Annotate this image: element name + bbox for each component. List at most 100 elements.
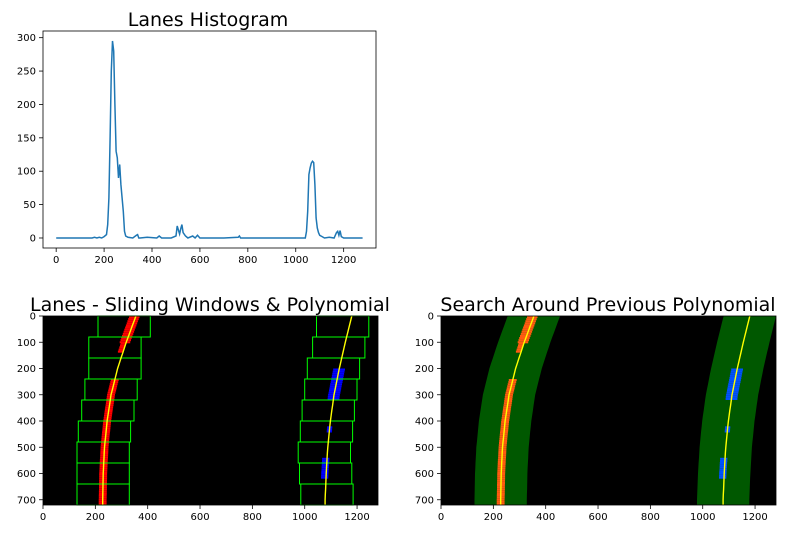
sliding-windows-image: 0 200 400 600 800 1000 1200 0 100 200 300 400 500 600… — [17, 312, 379, 523]
right-lane-pixel — [719, 462, 728, 465]
left-search-band — [474, 316, 561, 505]
histogram-plot-area: 0 200 400 600 800 1000 1200 0 50 100 150 200 250 300 — [17, 30, 377, 266]
right-lane-pixel — [719, 470, 727, 473]
left-lane-pixel — [125, 326, 136, 329]
right-lane-pixel — [719, 468, 727, 471]
right-lane-pixel — [720, 457, 728, 460]
right-lane-pixel — [322, 457, 330, 460]
x-tick-label: 400 — [142, 255, 161, 266]
left-lane-pixel — [527, 316, 538, 319]
right-lane-pixel — [321, 468, 329, 471]
y-tick-label: 200 — [17, 364, 36, 375]
x-tick-label: 600 — [190, 512, 209, 523]
left-lane-pixel — [525, 320, 536, 323]
right-lane-pixel — [719, 476, 727, 479]
left-lane-pixel — [117, 350, 124, 353]
y-tick-label: 0 — [30, 233, 36, 244]
right-lane-pixel — [321, 476, 329, 479]
left-lane-pixel — [125, 324, 137, 327]
left-lane-pixel — [120, 342, 126, 345]
y-tick-label: 300 — [415, 390, 434, 401]
x-tick-label: 400 — [536, 512, 555, 523]
left-lane-pixel — [523, 326, 534, 329]
y-tick-label: 0 — [428, 312, 434, 323]
y-tick-label: 500 — [415, 443, 434, 454]
y-tick-label: 700 — [415, 495, 434, 506]
left-lane-pixel — [516, 348, 522, 351]
right-lane-pixel — [321, 466, 329, 469]
left-lane-pixel — [124, 328, 135, 331]
x-tick-label: 1000 — [690, 512, 715, 523]
histogram-title: Lanes Histogram — [128, 9, 288, 31]
left-lane-pixel — [520, 334, 531, 337]
right-fit-line — [324, 315, 353, 505]
x-tick-label: 200 — [484, 512, 503, 523]
y-tick-label: 250 — [17, 67, 36, 78]
y-tick-label: 100 — [17, 338, 36, 349]
x-tick-label: 0 — [40, 512, 46, 523]
right-lane-pixel — [719, 464, 727, 467]
y-tick-label: 100 — [17, 167, 36, 178]
right-lane-pixel — [321, 470, 329, 473]
search-around-image: 0 200 400 600 800 1000 1200 0 100 200 300 400 500 600… — [415, 312, 777, 523]
left-lane-pixel — [120, 344, 126, 347]
y-tick-label: 200 — [415, 364, 434, 375]
left-lane-pixel — [515, 350, 522, 353]
y-tick-label: 0 — [30, 312, 36, 323]
left-lane-pixel — [121, 337, 132, 340]
image-frame — [440, 315, 777, 506]
x-tick-label: 1200 — [742, 512, 767, 523]
y-tick-label: 400 — [17, 417, 36, 428]
x-tick-label: 600 — [190, 255, 209, 266]
left-lane-pixel — [120, 339, 131, 342]
left-lane-pixel — [517, 341, 529, 344]
histogram-frame — [42, 30, 377, 249]
y-tick-label: 50 — [23, 200, 36, 211]
x-tick-label: 0 — [53, 255, 59, 266]
left-lane-pixel — [521, 330, 533, 333]
left-lane-pixel — [524, 322, 536, 325]
y-tick-label: 150 — [17, 133, 36, 144]
right-lane-pixel — [322, 459, 330, 462]
right-lane-pixel — [321, 474, 329, 477]
y-tick-label: 500 — [17, 443, 36, 454]
y-tick-label: 300 — [17, 390, 36, 401]
left-lane-pixel — [526, 318, 537, 321]
left-lane-pixel — [118, 348, 124, 351]
left-lane-pixel — [522, 328, 533, 331]
x-tick-label: 0 — [438, 512, 444, 523]
x-tick-label: 1000 — [292, 512, 317, 523]
left-lane-pixel — [128, 318, 139, 321]
y-tick-label: 600 — [17, 469, 36, 480]
left-lane-pixel — [127, 320, 138, 323]
x-tick-label: 200 — [95, 255, 114, 266]
x-tick-label: 800 — [641, 512, 660, 523]
left-lane-pixel — [518, 344, 524, 347]
right-lane-pixel — [321, 464, 329, 467]
x-tick-label: 400 — [138, 512, 157, 523]
left-fit-line — [500, 315, 535, 505]
right-search-band — [697, 316, 776, 505]
x-tick-label: 800 — [238, 255, 257, 266]
right-lane-pixel — [321, 472, 329, 475]
y-tick-label: 300 — [17, 33, 36, 44]
right-lane-pixel — [719, 474, 727, 477]
y-tick-label: 400 — [415, 417, 434, 428]
y-tick-label: 700 — [17, 495, 36, 506]
left-lane-pixel — [519, 337, 530, 340]
left-lane-pixel — [517, 346, 523, 349]
histogram-line — [56, 40, 363, 240]
left-lane-pixel — [126, 322, 138, 325]
image-frame — [42, 315, 379, 506]
right-lane-pixel — [719, 466, 727, 469]
left-lane-pixel — [520, 332, 532, 335]
left-lane-pixel — [122, 334, 133, 337]
right-lane-pixel — [719, 472, 727, 475]
sliding-windows-title: Lanes - Sliding Windows & Polynomial — [30, 294, 390, 316]
search-around-title: Search Around Previous Polynomial — [440, 294, 775, 316]
search-around-panel: Search Around Previous Polynomial 0 200 40… — [415, 294, 777, 523]
left-lane-pixel — [518, 342, 524, 345]
y-tick-label: 100 — [415, 338, 434, 349]
left-lane-pixel — [518, 339, 529, 342]
